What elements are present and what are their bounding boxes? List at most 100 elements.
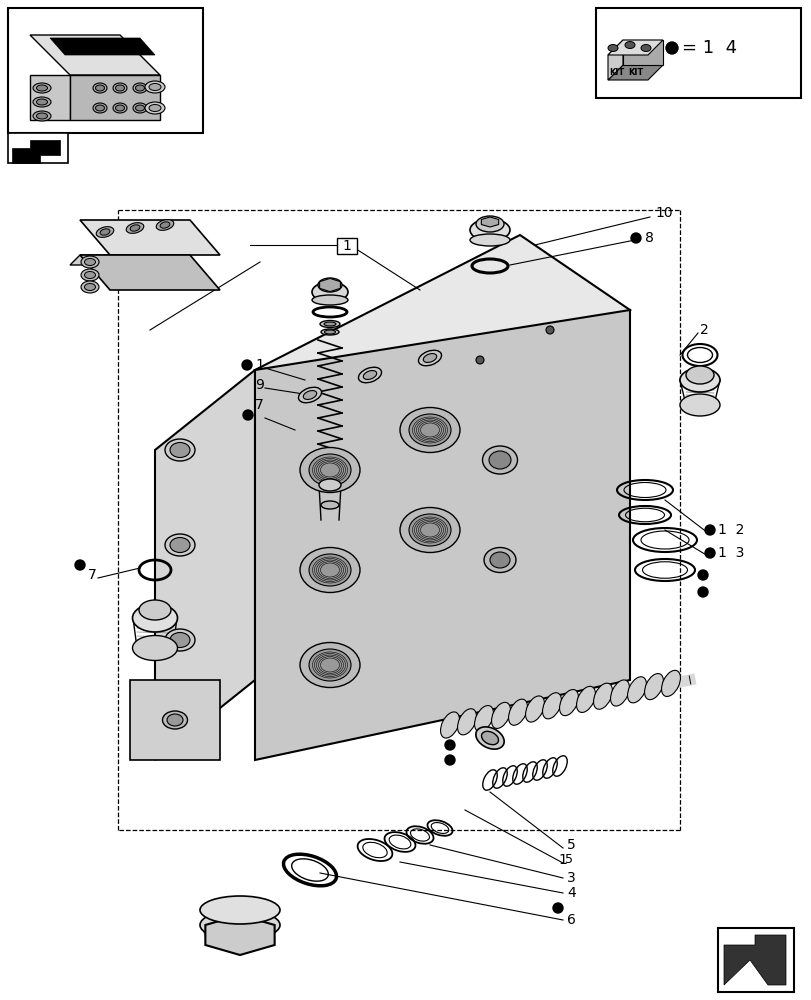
- Ellipse shape: [610, 680, 629, 706]
- Ellipse shape: [363, 371, 376, 379]
- Text: 8: 8: [644, 231, 653, 245]
- Ellipse shape: [627, 677, 646, 703]
- Text: 10: 10: [654, 206, 672, 220]
- Ellipse shape: [156, 220, 174, 230]
- Ellipse shape: [309, 554, 350, 586]
- Bar: [717, 928, 793, 992]
- Text: 6: 6: [566, 913, 575, 927]
- Ellipse shape: [483, 548, 515, 572]
- Ellipse shape: [358, 367, 381, 383]
- Circle shape: [75, 560, 85, 570]
- Polygon shape: [607, 40, 622, 80]
- Bar: [595, 8, 800, 98]
- Text: 7: 7: [88, 568, 97, 582]
- Ellipse shape: [409, 514, 450, 546]
- Polygon shape: [70, 75, 160, 120]
- Ellipse shape: [160, 222, 169, 228]
- Ellipse shape: [130, 225, 139, 231]
- Ellipse shape: [418, 350, 441, 366]
- Ellipse shape: [481, 731, 498, 745]
- Text: 1: 1: [557, 853, 566, 867]
- Ellipse shape: [474, 706, 493, 732]
- Ellipse shape: [169, 632, 190, 648]
- Ellipse shape: [135, 105, 144, 111]
- Ellipse shape: [165, 439, 195, 461]
- Circle shape: [242, 410, 253, 420]
- Ellipse shape: [319, 479, 341, 491]
- Text: 5: 5: [566, 838, 575, 852]
- Circle shape: [630, 233, 640, 243]
- Circle shape: [665, 42, 677, 54]
- Ellipse shape: [482, 446, 517, 474]
- Ellipse shape: [644, 674, 663, 700]
- Ellipse shape: [679, 368, 719, 392]
- Ellipse shape: [113, 83, 127, 93]
- Ellipse shape: [624, 42, 634, 49]
- Circle shape: [475, 356, 483, 364]
- Ellipse shape: [100, 229, 109, 235]
- Circle shape: [697, 570, 707, 580]
- Ellipse shape: [299, 548, 359, 592]
- Polygon shape: [70, 255, 109, 265]
- Polygon shape: [255, 310, 629, 760]
- Bar: [8, 133, 68, 163]
- Ellipse shape: [318, 278, 341, 292]
- Bar: [337, 238, 357, 254]
- Ellipse shape: [84, 271, 96, 278]
- Text: 2: 2: [699, 323, 708, 337]
- Ellipse shape: [33, 111, 51, 121]
- Ellipse shape: [93, 103, 107, 113]
- Ellipse shape: [593, 683, 611, 709]
- Polygon shape: [30, 35, 160, 75]
- Circle shape: [545, 326, 553, 334]
- Polygon shape: [155, 370, 255, 760]
- Ellipse shape: [508, 699, 527, 725]
- Ellipse shape: [133, 103, 147, 113]
- Circle shape: [704, 548, 714, 558]
- Ellipse shape: [423, 354, 436, 362]
- Polygon shape: [205, 915, 274, 955]
- Ellipse shape: [165, 534, 195, 556]
- Ellipse shape: [148, 105, 161, 112]
- Circle shape: [552, 903, 562, 913]
- Ellipse shape: [93, 83, 107, 93]
- Circle shape: [242, 360, 251, 370]
- Ellipse shape: [33, 97, 51, 107]
- Ellipse shape: [440, 712, 459, 738]
- Ellipse shape: [324, 330, 335, 334]
- Ellipse shape: [491, 702, 510, 728]
- Ellipse shape: [409, 414, 450, 446]
- Circle shape: [444, 755, 454, 765]
- Ellipse shape: [81, 269, 99, 281]
- Ellipse shape: [115, 85, 124, 91]
- Ellipse shape: [200, 910, 280, 940]
- Polygon shape: [723, 935, 785, 985]
- Ellipse shape: [299, 448, 359, 492]
- Ellipse shape: [559, 690, 577, 716]
- Ellipse shape: [81, 256, 99, 268]
- Text: 1  2: 1 2: [717, 523, 744, 537]
- Ellipse shape: [303, 391, 316, 399]
- Polygon shape: [30, 75, 70, 120]
- Ellipse shape: [115, 105, 124, 111]
- Polygon shape: [320, 278, 340, 292]
- Ellipse shape: [84, 284, 96, 290]
- Circle shape: [704, 525, 714, 535]
- Polygon shape: [50, 38, 155, 55]
- Polygon shape: [481, 217, 498, 227]
- Ellipse shape: [311, 282, 348, 302]
- Ellipse shape: [200, 896, 280, 924]
- Ellipse shape: [489, 552, 509, 568]
- Text: 9: 9: [255, 378, 264, 392]
- Polygon shape: [130, 680, 220, 760]
- Text: 1  3: 1 3: [717, 546, 744, 560]
- Ellipse shape: [525, 696, 544, 722]
- Text: 1: 1: [255, 358, 264, 372]
- Circle shape: [697, 587, 707, 597]
- Ellipse shape: [299, 642, 359, 688]
- Ellipse shape: [309, 454, 350, 486]
- Ellipse shape: [679, 394, 719, 416]
- Ellipse shape: [320, 329, 338, 335]
- Ellipse shape: [169, 442, 190, 458]
- Text: = 1  4: = 1 4: [681, 39, 736, 57]
